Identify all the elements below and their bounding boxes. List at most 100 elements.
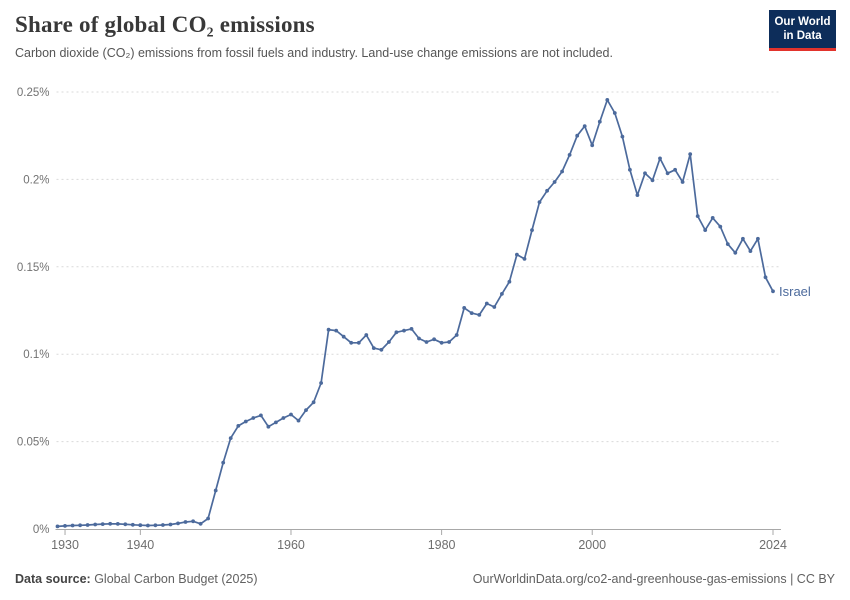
data-point: [628, 167, 632, 172]
line-chart[interactable]: 0% 0.05% 0.1% 0.15% 0.2% 0.25% 1930 1940 1960 198…: [0, 78, 850, 560]
data-point: [402, 328, 406, 333]
data-point: [650, 178, 655, 183]
data-point: [447, 340, 451, 344]
data-point: [55, 524, 60, 529]
data-point: [462, 306, 467, 310]
data-point: [469, 311, 474, 315]
data-point: [311, 400, 316, 405]
data-point: [296, 418, 301, 423]
owid-logo-line2: in Data: [783, 30, 822, 42]
chart-header: Share of global CO₂ emissions Carbon dio…: [15, 12, 745, 60]
data-point: [756, 236, 760, 241]
data-point: [575, 133, 580, 138]
data-point: [326, 327, 331, 332]
data-point: [281, 416, 286, 420]
data-point: [515, 252, 519, 257]
data-point: [236, 424, 241, 428]
data-point: [597, 119, 602, 124]
data-point: [93, 522, 98, 527]
data-point: [138, 523, 143, 528]
data-point: [409, 327, 414, 331]
data-point: [710, 216, 715, 220]
data-point: [703, 228, 708, 233]
data-point: [665, 171, 670, 176]
data-point: [500, 292, 504, 296]
data-point: [394, 330, 399, 335]
data-point: [733, 250, 738, 255]
data-source-note: Data source: Global Carbon Budget (2025): [15, 572, 258, 586]
data-point: [582, 124, 587, 128]
data-point: [161, 523, 165, 527]
data-point: [213, 488, 218, 493]
data-source-label: Data source:: [15, 572, 91, 586]
data-point: [63, 524, 67, 528]
citation-url[interactable]: OurWorldinData.org/co2-and-greenhouse-ga…: [472, 572, 835, 586]
data-point: [560, 169, 564, 174]
data-source-text: Global Carbon Budget (2025): [90, 572, 258, 586]
data-point: [100, 522, 105, 526]
data-point: [658, 156, 662, 161]
data-point: [545, 188, 549, 193]
data-point: [688, 152, 693, 156]
data-point: [85, 523, 90, 527]
data-point: [123, 522, 128, 527]
data-point: [259, 413, 263, 418]
data-point: [274, 420, 278, 425]
data-point: [78, 523, 82, 528]
x-axis-tick-label: 1930: [51, 538, 79, 552]
data-point: [183, 520, 188, 524]
data-point: [424, 340, 429, 344]
data-point: [221, 460, 226, 465]
x-axis-tick-label: 1960: [277, 538, 305, 552]
data-point: [243, 419, 248, 424]
data-point: [356, 340, 361, 345]
y-axis-tick-label: 0%: [33, 524, 50, 536]
data-point: [673, 167, 677, 172]
data-point: [454, 333, 459, 337]
data-point: [251, 416, 256, 420]
data-point: [477, 313, 482, 317]
data-point: [612, 111, 617, 115]
data-point: [725, 242, 730, 247]
data-point: [680, 180, 685, 184]
data-point: [590, 143, 595, 148]
y-axis-tick-label: 0.25%: [17, 87, 50, 99]
data-point: [168, 522, 173, 527]
data-point: [507, 279, 512, 284]
data-point: [387, 340, 391, 344]
data-point: [364, 333, 369, 337]
data-point: [341, 334, 346, 339]
data-point: [176, 521, 180, 526]
owid-logo[interactable]: Our World in Data: [769, 10, 836, 51]
y-axis-tick-label: 0.05%: [17, 437, 50, 449]
data-point: [771, 289, 775, 294]
y-axis-tick-label: 0.15%: [17, 262, 50, 274]
data-point: [198, 521, 203, 526]
owid-logo-line1: Our World: [774, 15, 831, 28]
data-point: [304, 408, 308, 412]
chart-footer: Data source: Global Carbon Budget (2025)…: [15, 572, 835, 586]
data-point: [206, 516, 211, 521]
data-point: [153, 523, 158, 528]
data-point: [439, 340, 444, 345]
data-point: [417, 336, 421, 341]
data-point: [718, 224, 723, 229]
data-point: [115, 522, 120, 526]
data-point: [492, 305, 497, 309]
data-point: [695, 214, 700, 219]
data-point: [349, 340, 354, 345]
data-point: [334, 328, 339, 333]
data-point: [70, 523, 75, 528]
data-point: [552, 180, 557, 184]
data-point: [289, 412, 293, 417]
data-point: [319, 381, 323, 385]
data-point: [635, 193, 640, 197]
data-point: [741, 236, 745, 241]
series-end-label: Israel: [779, 284, 811, 299]
data-point: [108, 521, 113, 526]
data-point: [266, 424, 271, 429]
page-title: Share of global CO₂ emissions: [15, 12, 315, 37]
data-point: [643, 171, 647, 176]
x-axis-tick-label: 2000: [578, 538, 606, 552]
